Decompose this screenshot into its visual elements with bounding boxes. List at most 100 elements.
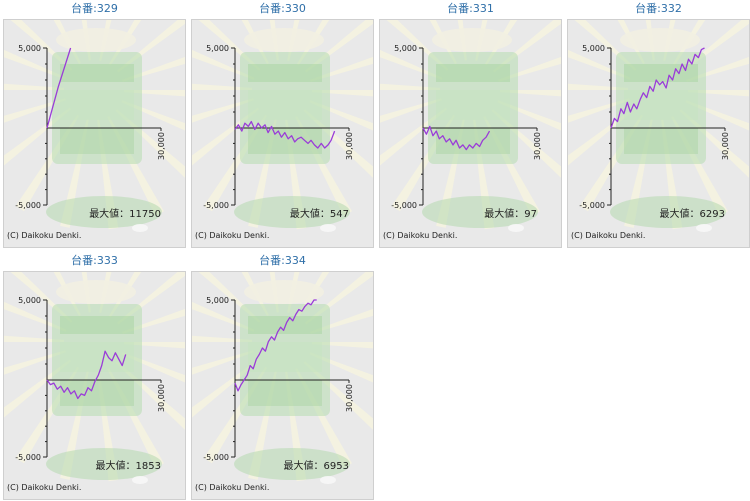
light-ray — [192, 301, 255, 332]
light-ray — [568, 98, 630, 123]
max-value-label: 最大値：97 — [484, 207, 537, 220]
y-tick-label: -5,000 — [203, 453, 229, 462]
chart-title[interactable]: 台番:333 — [71, 254, 118, 267]
chart-panel: 5,000 -5,000 30,000 最大値：97 (C) Daikoku Denki… — [379, 19, 562, 248]
machine-tray — [46, 448, 162, 480]
light-ray — [4, 83, 65, 90]
chart-card-331: 台番:331 5,000 -5,000 30,000 最大値：97 (C) Daikok… — [379, 0, 562, 248]
machine-button — [132, 476, 148, 484]
copyright-text: (C) Daikoku Denki. — [7, 231, 81, 240]
machine-panel — [624, 64, 698, 82]
machine-lower-panel — [60, 128, 134, 154]
chart-title[interactable]: 台番:334 — [259, 254, 306, 267]
chart-svg: 5,000 -5,000 30,000 最大値：97 (C) Daikoku Denki… — [380, 20, 561, 240]
chart-svg: 5,000 -5,000 30,000 最大値：6293 (C) Daikoku Den… — [568, 20, 749, 240]
chart-title[interactable]: 台番:329 — [71, 2, 118, 15]
machine-reel-window — [624, 90, 698, 120]
max-value-label: 最大値：6293 — [660, 207, 725, 220]
x-tick-label: 30,000 — [721, 132, 730, 160]
x-tick-label: 30,000 — [533, 132, 542, 160]
machine-tray — [422, 196, 538, 228]
x-tick-label: 30,000 — [157, 132, 166, 160]
light-ray — [4, 98, 66, 123]
y-tick-label: 5,000 — [18, 296, 41, 305]
copyright-text: (C) Daikoku Denki. — [195, 483, 269, 492]
copyright-text: (C) Daikoku Denki. — [195, 231, 269, 240]
light-ray — [192, 49, 255, 80]
light-ray — [192, 335, 253, 342]
chart-card-334: 台番:334 5,000 -5,000 30,000 最大値：6953 (C) Daik… — [191, 252, 374, 500]
machine-button — [132, 224, 148, 232]
y-tick-label: 5,000 — [394, 44, 417, 53]
y-tick-label: 5,000 — [582, 44, 605, 53]
machine-tray — [234, 196, 350, 228]
machine-button — [508, 224, 524, 232]
chart-card-332: 台番:332 5,000 -5,000 30,000 最大値：6293 (C) Daik… — [567, 0, 750, 248]
series-line — [422, 125, 491, 151]
chart-title[interactable]: 台番:330 — [259, 2, 306, 15]
copyright-text: (C) Daikoku Denki. — [383, 231, 457, 240]
series-line — [234, 120, 336, 149]
max-value-label: 最大値：6953 — [284, 459, 349, 472]
y-tick-label: -5,000 — [15, 201, 41, 210]
machine-button — [696, 224, 712, 232]
machine-button — [320, 224, 336, 232]
light-ray — [192, 98, 254, 123]
copyright-text: (C) Daikoku Denki. — [571, 231, 645, 240]
chart-panel: 5,000 -5,000 30,000 最大値：6953 (C) Daikoku Den… — [191, 271, 374, 500]
light-ray — [568, 83, 629, 90]
light-ray — [192, 350, 254, 375]
machine-button — [320, 476, 336, 484]
y-tick-label: -5,000 — [579, 201, 605, 210]
series-line — [234, 299, 317, 392]
slot-machine-background-art — [4, 20, 185, 232]
machine-panel — [248, 64, 322, 82]
light-ray — [4, 301, 67, 332]
chart-card-333: 台番:333 5,000 -5,000 30,000 最大値：1853 (C) Daik… — [3, 252, 186, 500]
chart-svg: 5,000 -5,000 30,000 最大値：547 (C) Daikoku Denk… — [192, 20, 373, 240]
machine-crown — [244, 280, 324, 304]
chart-svg: 5,000 -5,000 30,000 最大値：1853 (C) Daikoku Den… — [4, 272, 185, 492]
machine-lower-panel — [624, 128, 698, 154]
light-ray — [4, 335, 65, 342]
machine-reel-window — [248, 90, 322, 120]
machine-panel — [60, 64, 134, 82]
machine-reel-window — [248, 342, 322, 372]
chart-panel: 5,000 -5,000 30,000 最大値：547 (C) Daikoku Denk… — [191, 19, 374, 248]
machine-panel — [436, 64, 510, 82]
slot-machine-background-art — [192, 272, 373, 484]
light-ray — [192, 83, 253, 90]
machine-reel-window — [436, 90, 510, 120]
machine-reel-window — [60, 342, 134, 372]
max-value-label: 最大値：1853 — [96, 459, 161, 472]
series-line — [46, 47, 72, 129]
max-value-label: 最大値：11750 — [89, 207, 161, 220]
light-ray — [568, 49, 631, 80]
x-tick-label: 30,000 — [345, 132, 354, 160]
y-tick-label: 5,000 — [206, 44, 229, 53]
chart-panel: 5,000 -5,000 30,000 最大値：6293 (C) Daikoku Den… — [567, 19, 750, 248]
chart-title[interactable]: 台番:331 — [447, 2, 494, 15]
light-ray — [4, 350, 66, 375]
machine-tray — [234, 448, 350, 480]
machine-lower-panel — [248, 380, 322, 406]
x-tick-label: 30,000 — [157, 384, 166, 412]
machine-lower-panel — [436, 128, 510, 154]
series-line — [46, 350, 127, 400]
x-tick-label: 30,000 — [345, 384, 354, 412]
machine-crown — [620, 28, 700, 52]
machine-tray — [610, 196, 726, 228]
machine-panel — [60, 316, 134, 334]
chart-title[interactable]: 台番:332 — [635, 2, 682, 15]
machine-crown — [244, 28, 324, 52]
y-tick-label: -5,000 — [203, 201, 229, 210]
max-value-label: 最大値：547 — [290, 207, 349, 220]
slot-machine-background-art — [4, 272, 185, 484]
y-tick-label: -5,000 — [15, 453, 41, 462]
chart-panel: 5,000 -5,000 30,000 最大値：1853 (C) Daikoku Den… — [3, 271, 186, 500]
chart-panel: 5,000 -5,000 30,000 最大値：11750 (C) Daikoku De… — [3, 19, 186, 248]
machine-crown — [56, 28, 136, 52]
slot-machine-background-art — [568, 20, 749, 232]
light-ray — [380, 98, 442, 123]
machine-reel-window — [60, 90, 134, 120]
